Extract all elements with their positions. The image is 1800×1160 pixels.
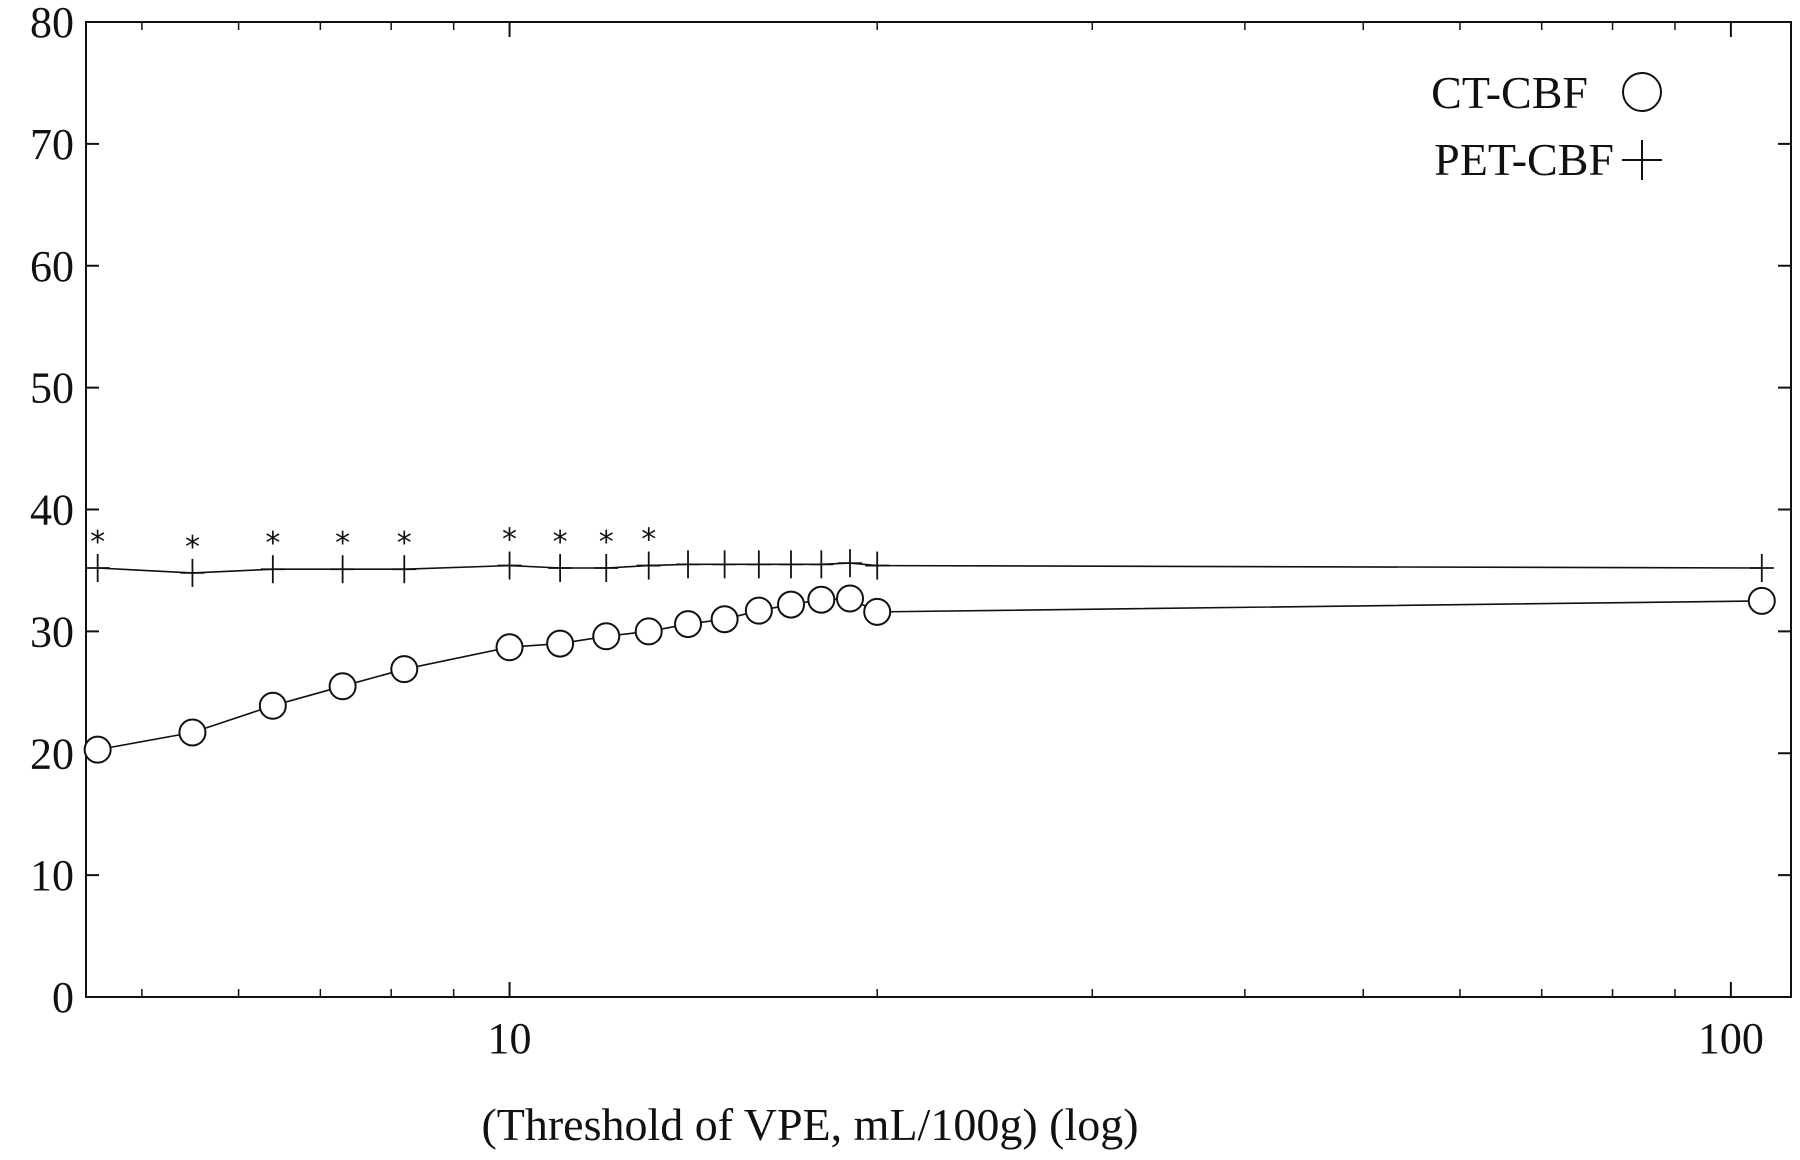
- series-line-pet-cbf: [97, 562, 1762, 574]
- y-tick-label: 10: [30, 851, 74, 900]
- data-point-pet-cbf: [837, 549, 862, 578]
- data-point-ct-cbf: [863, 597, 892, 626]
- significance-marker: *: [502, 523, 517, 558]
- data-point-ct-cbf: [546, 629, 575, 658]
- significance-marker: *: [335, 526, 350, 561]
- data-point-ct-cbf: [1747, 586, 1776, 615]
- data-point-ct-cbf: [83, 735, 112, 764]
- data-point-pet-cbf: [865, 551, 890, 580]
- data-point-pet-cbf: [779, 550, 804, 579]
- x-axis: 10 100: [488, 22, 1764, 1063]
- legend-marker-ct-cbf: [1622, 72, 1662, 112]
- data-point-ct-cbf: [592, 622, 621, 651]
- data-point-pet-cbf: [809, 550, 834, 579]
- data-point-pet-cbf: [712, 550, 737, 579]
- data-point-pet-cbf: [85, 554, 110, 582]
- data-point-pet-cbf: [676, 550, 701, 579]
- data-point-pet-cbf: [330, 555, 355, 584]
- data-point-ct-cbf: [390, 655, 419, 684]
- data-point-ct-cbf: [777, 590, 806, 619]
- y-tick-label: 80: [30, 0, 74, 47]
- data-point-ct-cbf: [744, 596, 773, 625]
- data-point-pet-cbf: [392, 555, 417, 584]
- significance-marker: *: [90, 525, 105, 560]
- data-point-pet-cbf: [636, 551, 661, 580]
- significance-marker: *: [599, 525, 614, 560]
- y-axis: 0 10 20 30 40 50 60 70 80: [30, 0, 1791, 1022]
- data-point-ct-cbf: [710, 605, 739, 634]
- data-point-ct-cbf: [328, 672, 357, 701]
- data-point-ct-cbf: [835, 584, 864, 613]
- y-tick-label: 0: [52, 973, 74, 1022]
- data-point-ct-cbf: [178, 718, 207, 747]
- data-point-pet-cbf: [746, 550, 771, 579]
- annotation-layer: * * * * * * * * *: [90, 523, 656, 565]
- data-point-pet-cbf: [260, 555, 285, 584]
- data-point-ct-cbf: [258, 691, 287, 720]
- y-tick-label: 30: [30, 607, 74, 656]
- y-tick-label: 70: [30, 120, 74, 169]
- y-tick-label: 40: [30, 486, 74, 535]
- x-tick-label: 10: [488, 1014, 532, 1063]
- data-point-pet-cbf: [548, 554, 573, 582]
- significance-marker: *: [553, 525, 568, 560]
- data-point-pet-cbf: [180, 558, 205, 587]
- data-point-ct-cbf: [634, 617, 663, 646]
- y-tick-label: 50: [30, 364, 74, 413]
- x-tick-label: 100: [1698, 1014, 1764, 1063]
- significance-marker: *: [185, 530, 200, 565]
- significance-marker: *: [641, 523, 656, 558]
- y-tick-label: 20: [30, 729, 74, 778]
- significance-marker: *: [397, 526, 412, 561]
- x-axis-title: (Threshold of VPE, mL/100g) (log): [481, 1099, 1138, 1150]
- data-point-pet-cbf: [497, 551, 522, 580]
- y-tick-label: 60: [30, 242, 74, 291]
- data-point-ct-cbf: [674, 610, 703, 639]
- data-point-pet-cbf: [1749, 554, 1774, 582]
- legend-marker-pet-cbf: [1622, 140, 1662, 180]
- legend-label-pet-cbf: PET-CBF: [1434, 134, 1614, 185]
- data-point-ct-cbf: [807, 585, 836, 614]
- legend: CT-CBF PET-CBF: [1431, 67, 1662, 185]
- significance-marker: *: [265, 526, 280, 561]
- data-point-ct-cbf: [495, 633, 524, 662]
- legend-label-ct-cbf: CT-CBF: [1431, 67, 1588, 118]
- data-point-pet-cbf: [594, 554, 619, 582]
- series-layer: [83, 549, 1776, 764]
- minor-ticks: [141, 22, 1676, 997]
